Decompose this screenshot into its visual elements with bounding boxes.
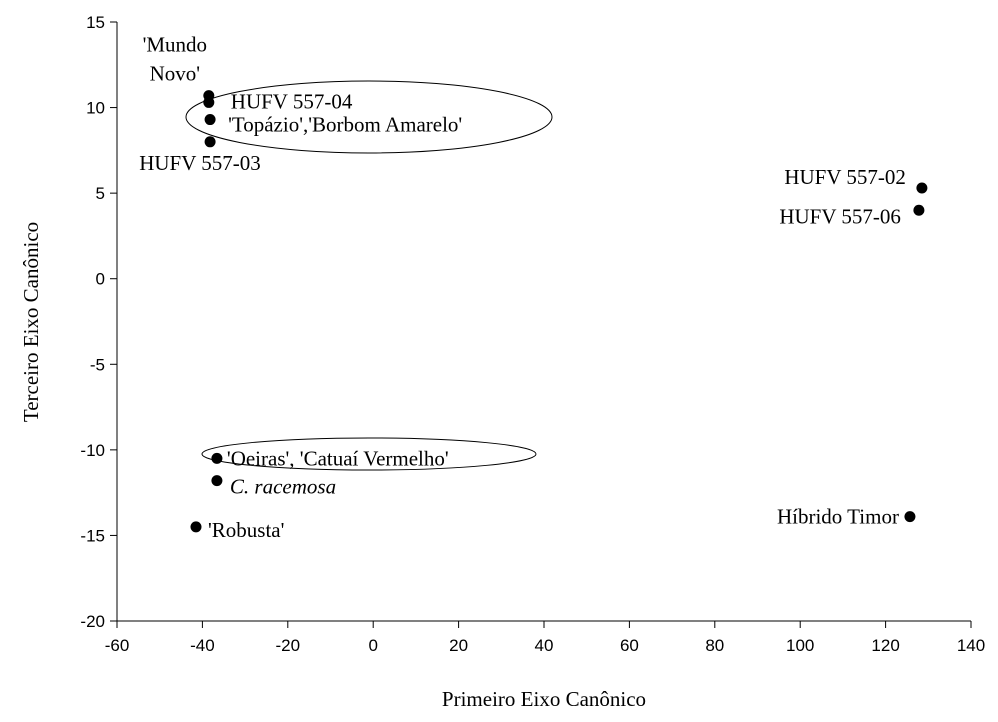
point-label: Novo' (150, 62, 200, 86)
point-label: 'Topázio','Borbom Amarelo' (228, 113, 462, 137)
y-axis-label: Terceiro Eixo Canônico (19, 222, 43, 422)
point-label: HUFV 557-06 (779, 204, 901, 228)
y-tick-label: -10 (80, 441, 105, 460)
y-tick-label: 10 (86, 99, 105, 118)
x-tick-label: 20 (449, 636, 468, 655)
y-tick-label: -20 (80, 612, 105, 631)
x-tick-label: 100 (786, 636, 814, 655)
x-axis-label: Primeiro Eixo Canônico (442, 687, 646, 711)
y-tick-label: -5 (90, 355, 105, 374)
point (211, 475, 223, 487)
y-tick-label: 0 (96, 270, 105, 289)
point-label: 'Oeiras', 'Catuaí Vermelho' (227, 446, 449, 470)
x-tick-label: -40 (190, 636, 215, 655)
y-tick-label: 5 (96, 184, 105, 203)
point (204, 114, 216, 126)
point-label: HUFV 557-02 (784, 165, 906, 189)
point (916, 182, 928, 194)
point-label: C. racemosa (230, 475, 336, 499)
group-ellipse (201, 437, 537, 471)
point-label: 'Robusta' (208, 518, 284, 542)
x-tick-label: 0 (368, 636, 377, 655)
x-tick-label: 60 (620, 636, 639, 655)
x-tick-label: 40 (535, 636, 554, 655)
point (203, 96, 215, 108)
point-label: HUFV 557-03 (139, 151, 261, 175)
point (904, 511, 916, 523)
point (190, 521, 202, 533)
y-tick-label: -15 (80, 526, 105, 545)
point (211, 452, 223, 464)
x-tick-label: 120 (871, 636, 899, 655)
x-tick-label: 140 (957, 636, 985, 655)
x-tick-label: 80 (705, 636, 724, 655)
point-label: 'Mundo (143, 33, 207, 57)
point-label: HUFV 557-04 (231, 89, 353, 113)
y-tick-label: 15 (86, 13, 105, 32)
point (204, 136, 216, 148)
point-label: Híbrido Timor (777, 505, 899, 529)
x-tick-label: -20 (276, 636, 301, 655)
x-tick-label: -60 (105, 636, 130, 655)
group-ellipse (185, 80, 553, 154)
point (913, 204, 925, 216)
